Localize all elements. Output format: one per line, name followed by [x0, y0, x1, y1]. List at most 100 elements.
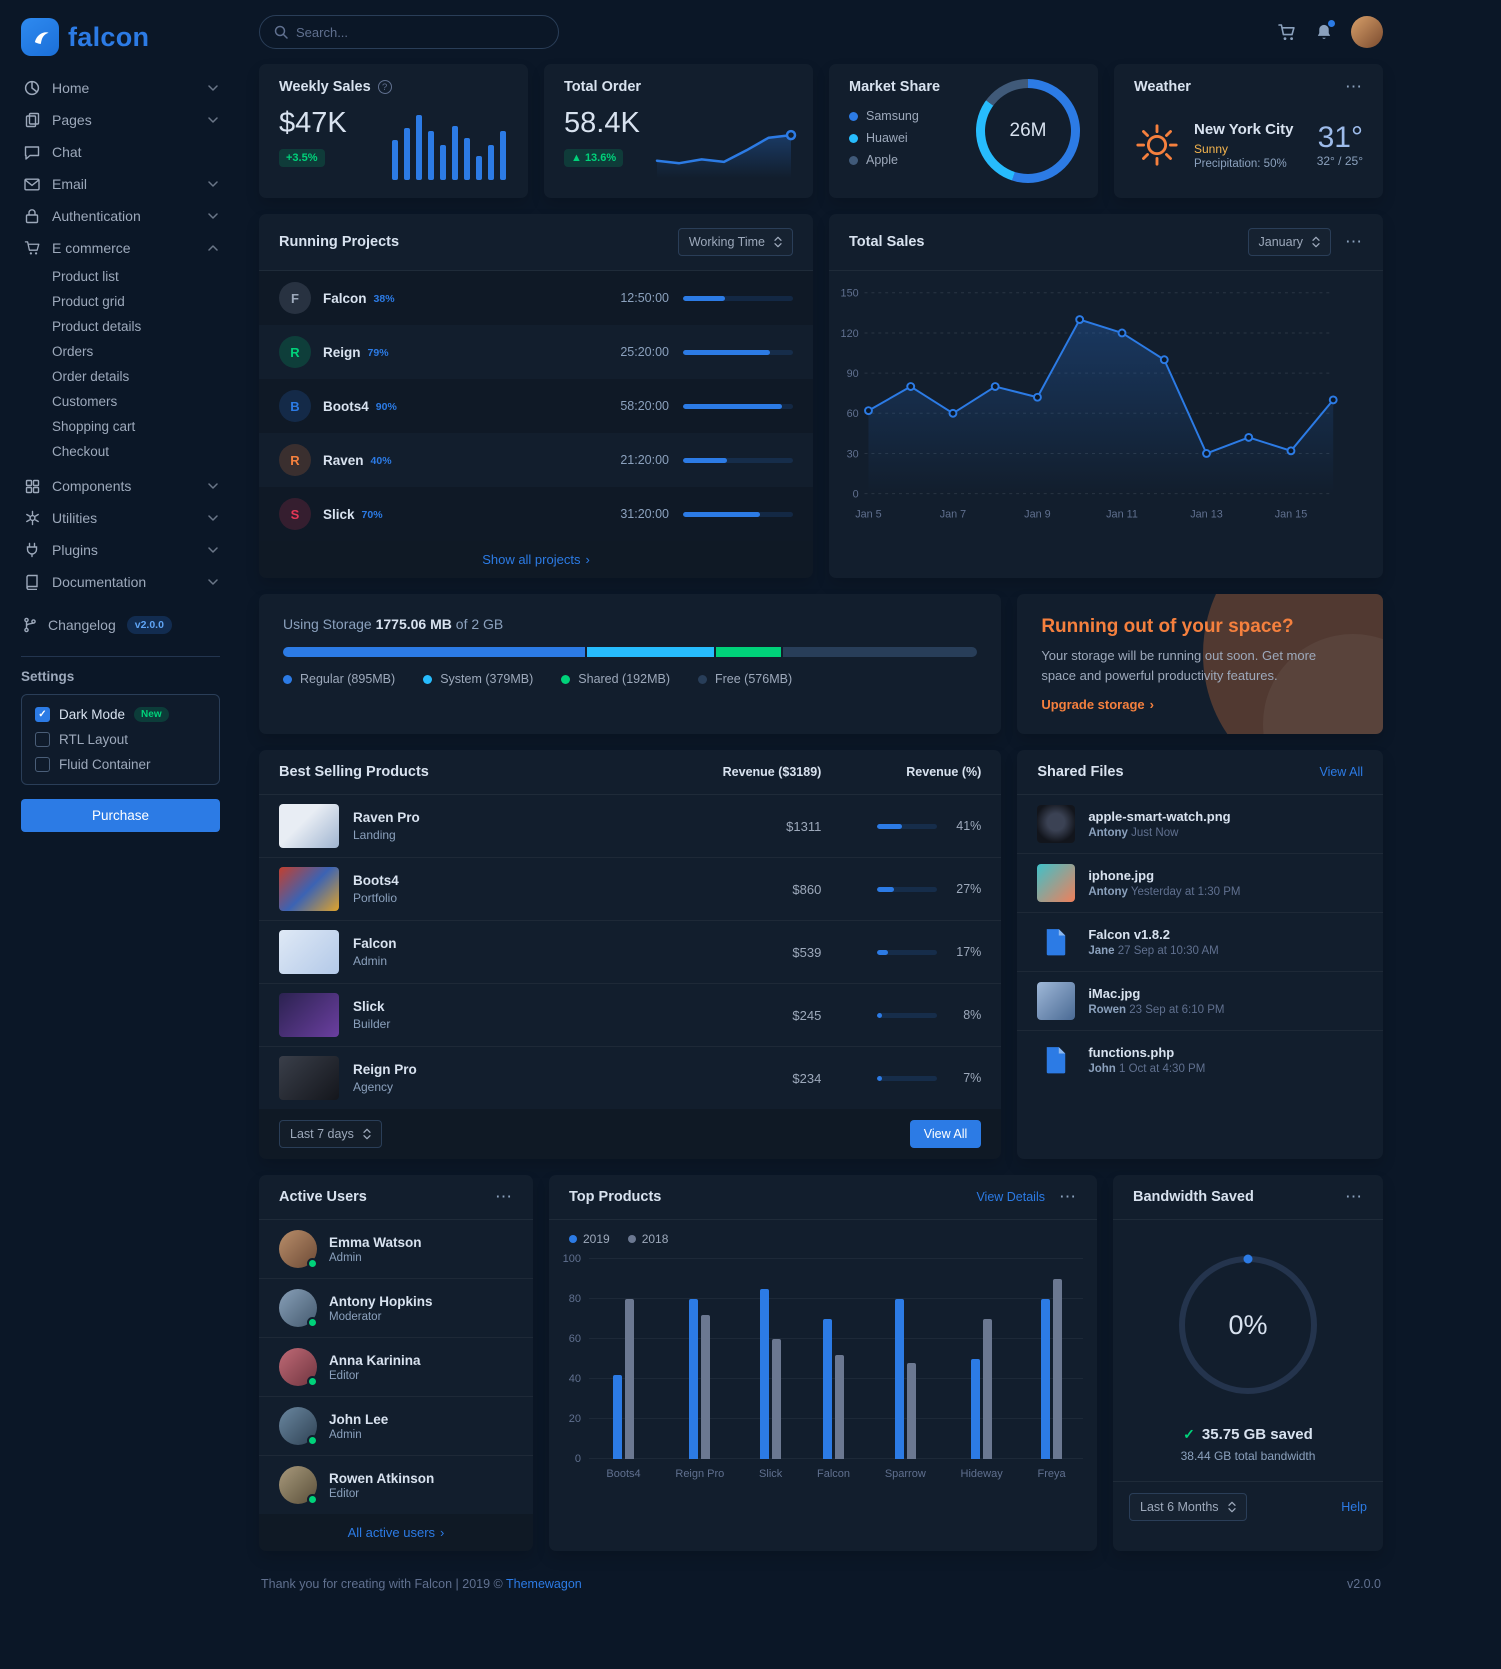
legend-item[interactable]: Apple — [849, 153, 1078, 167]
avatar[interactable] — [279, 1466, 318, 1505]
sidebar-item-home[interactable]: Home — [21, 72, 220, 104]
file-time: 27 Sep at 10:30 AM — [1117, 945, 1219, 957]
avatar[interactable] — [279, 1407, 318, 1446]
more-menu-icon[interactable]: ⋯ — [1345, 77, 1363, 96]
sidebar-item-orders[interactable]: Orders — [52, 344, 94, 359]
projects-sales-row: Running Projects Working Time F Falcon 38%… — [259, 214, 1383, 578]
list-item: John Lee Admin — [259, 1396, 533, 1455]
sidebar-item-utilities[interactable]: Utilities — [21, 502, 220, 534]
file-name-link[interactable]: iMac.jpg — [1088, 986, 1141, 1001]
revenue-percent: 7% — [963, 1071, 982, 1085]
rtl-layout-toggle[interactable]: RTL Layout — [35, 732, 206, 747]
shared-files-title: Shared Files — [1037, 764, 1124, 780]
sidebar-item-shopping-cart[interactable]: Shopping cart — [52, 419, 136, 434]
show-all-projects-link[interactable]: Show all projects › — [482, 552, 590, 567]
product-revenue: $860 — [792, 881, 822, 897]
dark-mode-checkbox[interactable]: ✓ — [35, 707, 50, 722]
all-active-users-link[interactable]: All active users › — [347, 1525, 445, 1540]
working-time-select[interactable]: Working Time — [677, 228, 793, 256]
more-menu-icon[interactable]: ⋯ — [495, 1187, 513, 1206]
legend-item[interactable]: Samsung — [849, 109, 1078, 123]
sidebar-item-ecommerce[interactable]: E commerce — [21, 232, 220, 264]
sidebar-item-changelog[interactable]: Changelog v2.0.0 — [21, 606, 220, 644]
user-name-link[interactable]: Emma Watson — [329, 1234, 422, 1250]
sidebar-item-pages[interactable]: Pages — [21, 104, 220, 136]
project-name-link[interactable]: Raven — [323, 452, 364, 468]
sidebar-item-customers[interactable]: Customers — [52, 394, 118, 409]
sidebar-item-product-details[interactable]: Product details — [52, 319, 142, 334]
user-avatar[interactable] — [1351, 16, 1383, 48]
months-filter-select[interactable]: Last 6 Months — [1129, 1493, 1247, 1521]
user-name-link[interactable]: Rowen Atkinson — [329, 1470, 435, 1486]
list-item: apple-smart-watch.png Antony Just Now — [1017, 795, 1383, 853]
page-footer: Thank you for creating with Falcon | 201… — [259, 1567, 1383, 1599]
cart-icon[interactable] — [1277, 22, 1297, 42]
svg-text:150: 150 — [841, 288, 859, 300]
sort-arrows-icon — [774, 236, 782, 248]
sidebar-item-components[interactable]: Components — [21, 470, 220, 502]
rtl-checkbox[interactable] — [35, 732, 50, 747]
file-name-link[interactable]: apple-smart-watch.png — [1088, 809, 1231, 824]
user-name-link[interactable]: John Lee — [329, 1411, 389, 1427]
help-link[interactable]: Help — [1341, 1500, 1367, 1514]
help-icon[interactable]: ? — [377, 80, 392, 94]
legend-item[interactable]: 2018 — [627, 1232, 668, 1246]
product-thumbnail — [279, 804, 339, 848]
project-name-link[interactable]: Boots4 — [323, 398, 369, 414]
fluid-checkbox[interactable] — [35, 757, 50, 772]
avatar[interactable] — [279, 1348, 318, 1387]
sidebar-item-order-details[interactable]: Order details — [52, 369, 130, 384]
bandwidth-title: Bandwidth Saved — [1133, 1189, 1254, 1205]
sidebar-item-authentication[interactable]: Authentication — [21, 200, 220, 232]
purchase-button[interactable]: Purchase — [21, 799, 220, 832]
project-name-link[interactable]: Reign — [323, 344, 361, 360]
sidebar-item-documentation[interactable]: Documentation — [21, 566, 220, 598]
user-name-link[interactable]: Antony Hopkins — [329, 1293, 433, 1309]
legend-item[interactable]: Huawei — [849, 131, 1078, 145]
sidebar-item-product-list[interactable]: Product list — [52, 269, 119, 284]
brand-logo[interactable]: falcon — [21, 14, 220, 72]
file-name-link[interactable]: iphone.jpg — [1088, 868, 1155, 883]
search-box[interactable] — [259, 15, 559, 49]
more-menu-icon[interactable]: ⋯ — [1345, 1187, 1363, 1206]
cart-icon — [23, 240, 41, 256]
product-name-link[interactable]: Boots4 — [353, 873, 399, 888]
user-name-link[interactable]: Anna Karinina — [329, 1352, 421, 1368]
product-name-link[interactable]: Slick — [353, 999, 385, 1014]
legend-item[interactable]: 2019 — [569, 1232, 610, 1246]
sidebar-item-email[interactable]: Email — [21, 168, 220, 200]
days-filter-select[interactable]: Last 7 days — [279, 1120, 382, 1148]
dark-mode-toggle[interactable]: ✓ Dark Mode New — [35, 707, 206, 722]
project-name-link[interactable]: Falcon — [323, 290, 367, 306]
view-details-link[interactable]: View Details — [976, 1190, 1045, 1204]
product-revenue: $234 — [792, 1070, 822, 1086]
product-name-link[interactable]: Reign Pro — [353, 1062, 417, 1077]
search-input[interactable] — [296, 24, 544, 40]
storage-progressbar — [283, 647, 978, 657]
sidebar-item-checkout[interactable]: Checkout — [52, 444, 110, 459]
more-menu-icon[interactable]: ⋯ — [1345, 232, 1363, 251]
view-all-button[interactable]: View All — [909, 1120, 982, 1148]
check-icon: ✓ — [1183, 1426, 1195, 1442]
avatar[interactable] — [279, 1230, 318, 1269]
sidebar-item-label: Chat — [52, 144, 82, 160]
product-name-link[interactable]: Falcon — [353, 936, 397, 951]
sidebar-item-plugins[interactable]: Plugins — [21, 534, 220, 566]
project-progressbar — [683, 295, 793, 301]
product-name-link[interactable]: Raven Pro — [353, 810, 420, 825]
file-name-link[interactable]: Falcon v1.8.2 — [1088, 927, 1170, 942]
month-select[interactable]: January — [1247, 228, 1331, 256]
fluid-container-toggle[interactable]: Fluid Container — [35, 757, 206, 772]
themewagon-link[interactable]: Themewagon — [506, 1577, 582, 1591]
upgrade-storage-link[interactable]: Upgrade storage › — [1041, 697, 1154, 712]
sidebar-item-chat[interactable]: Chat — [21, 136, 220, 168]
footer-version: v2.0.0 — [1346, 1577, 1381, 1591]
view-all-files-link[interactable]: View All — [1319, 765, 1363, 779]
file-name-link[interactable]: functions.php — [1088, 1045, 1175, 1060]
project-name-link[interactable]: Slick — [323, 506, 355, 522]
avatar[interactable] — [279, 1289, 318, 1328]
sidebar-item-product-grid[interactable]: Product grid — [52, 294, 125, 309]
more-menu-icon[interactable]: ⋯ — [1059, 1187, 1077, 1206]
product-revenue: $245 — [792, 1007, 822, 1023]
notifications-bell-icon[interactable] — [1315, 19, 1335, 42]
